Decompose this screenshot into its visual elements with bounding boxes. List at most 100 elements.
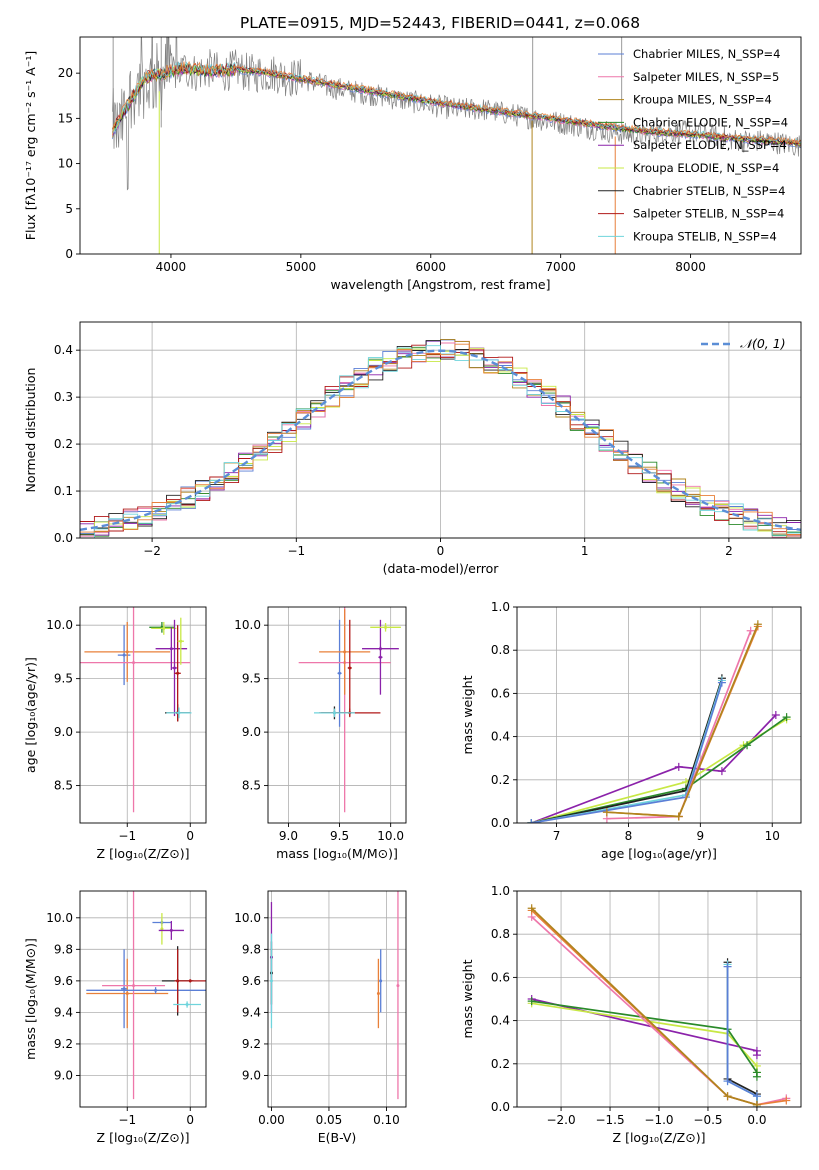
axes-age-vs-Z: −1 0 8.5 9.0 9.5 10.0 Z [log₁₀(Z/Z⊙)] age [log₁… xyxy=(23,606,207,861)
data-point xyxy=(332,711,336,715)
panel-residuals: −2 −1 0 1 2 0.0 0.1 0.2 0.3 0.4 (data-model)/error… xyxy=(23,321,802,576)
mass-weight-series-1 xyxy=(531,1002,758,1073)
y-tick-label: 0.2 xyxy=(491,773,510,787)
y-tick-label: 0.1 xyxy=(54,484,73,498)
data-point xyxy=(169,928,173,932)
y-tick-label: 9.8 xyxy=(242,942,261,956)
panel-mass-vs-Z: −1 0 9.0 9.2 9.4 9.6 9.8 10.0 Z [log₁₀(Z/Z⊙)] mas… xyxy=(23,890,207,1145)
x-tick-label: −0.5 xyxy=(693,1113,722,1127)
y-tick-label: 1.0 xyxy=(491,884,510,898)
x-tick-label: 9.0 xyxy=(279,829,298,843)
y-axis-label: age [log₁₀(age/yr)] xyxy=(23,657,38,773)
x-tick-label: 9.5 xyxy=(330,829,349,843)
x-axis-label: age [log₁₀(age/yr)] xyxy=(601,846,717,861)
y-tick-label: 20 xyxy=(58,66,73,80)
axes-massweight-vs-age: 7 8 9 10 0.0 0.2 0.4 0.6 0.8 1.0 age [log₁₀(age/yr… xyxy=(460,600,802,861)
data-point xyxy=(338,671,342,675)
y-tick-label: 10.0 xyxy=(234,618,261,632)
x-axis-label: mass [log₁₀(M/M⊙)] xyxy=(276,846,398,861)
y-tick-label: 15 xyxy=(58,111,73,125)
data-point xyxy=(176,671,180,675)
mass-weight-series-0 xyxy=(531,998,758,1056)
legend-entry: Kroupa ELODIE, N_SSP=4 xyxy=(633,161,779,175)
axes-frame xyxy=(79,606,207,824)
panel-mass-vs-ebv: 0.00 0.05 0.10 9.0 9.2 9.4 9.6 9.8 10.0 E(B-V) xyxy=(234,890,407,1145)
data-point xyxy=(173,666,176,670)
plot-area-mass-vs-ebv xyxy=(269,891,400,1100)
plus-marker xyxy=(782,713,791,722)
mass-weight-series-8 xyxy=(606,623,759,818)
y-tick-label: 9.0 xyxy=(242,1068,261,1082)
data-point xyxy=(348,666,352,670)
data-point xyxy=(132,984,136,988)
plot-area-age-vs-Z xyxy=(80,607,192,813)
y-tick-label: 9.0 xyxy=(54,725,73,739)
legend-entry: Chabrier ELODIE, N_SSP=4 xyxy=(633,115,788,129)
plot-area-spectrum xyxy=(112,37,801,254)
y-tick-label: 9.5 xyxy=(242,672,261,686)
grid-massweight-vs-age xyxy=(517,606,801,824)
y-tick-label: 0.2 xyxy=(54,437,73,451)
legend-entry: Salpeter STELIB, N_SSP=4 xyxy=(633,207,784,221)
y-tick-label: 8.5 xyxy=(242,779,261,793)
legend-entry: 𝒩(0, 1) xyxy=(740,336,786,351)
x-tick-label: 0 xyxy=(437,544,445,558)
x-tick-label: 8000 xyxy=(675,260,706,274)
legend-entry: Salpeter MILES, N_SSP=5 xyxy=(633,70,779,84)
x-tick-label: 7000 xyxy=(545,260,576,274)
grid-massweight-vs-Z xyxy=(517,890,801,1108)
x-tick-label: 10 xyxy=(765,829,780,843)
y-tick-label: 0.8 xyxy=(491,927,510,941)
data-point xyxy=(379,979,383,983)
y-tick-label: 0.2 xyxy=(491,1057,510,1071)
x-axis-label: Z [log₁₀(Z/Z⊙)] xyxy=(613,1130,706,1145)
plus-marker xyxy=(752,1072,761,1081)
y-tick-label: 0.8 xyxy=(491,643,510,657)
axes-frame xyxy=(267,890,407,1108)
data-point xyxy=(154,988,158,992)
plus-marker xyxy=(753,620,762,629)
axes-frame xyxy=(79,890,207,1108)
x-axis-label: wavelength [Angstrom, rest frame] xyxy=(330,277,550,292)
x-tick-label: 4000 xyxy=(156,260,187,274)
y-tick-label: 10.0 xyxy=(234,911,261,925)
grid-mass-vs-Z xyxy=(80,891,206,1107)
data-point xyxy=(162,626,166,630)
plus-marker xyxy=(717,678,726,687)
plus-marker xyxy=(723,962,732,971)
panel-spectrum: 4000 5000 6000 7000 8000 0 5 10 15 20 wavelength [… xyxy=(23,36,802,292)
data-point xyxy=(160,927,164,931)
y-tick-label: 0 xyxy=(65,247,73,261)
x-axis-label: Z [log₁₀(Z/Z⊙)] xyxy=(97,846,190,861)
y-tick-label: 5 xyxy=(65,202,73,216)
data-point xyxy=(169,647,173,651)
data-point xyxy=(177,711,181,715)
x-tick-label: 0.05 xyxy=(316,1113,343,1127)
legend-entry: Chabrier MILES, N_SSP=4 xyxy=(633,47,780,61)
plus-marker xyxy=(743,741,752,750)
y-axis-label: mass weight xyxy=(460,959,475,1038)
plus-marker xyxy=(771,711,780,719)
plus-marker xyxy=(674,762,683,771)
y-tick-label: 9.8 xyxy=(54,942,73,956)
y-tick-label: 0.4 xyxy=(491,730,510,744)
gaussian-curve xyxy=(80,349,801,531)
x-tick-label: −1 xyxy=(118,1113,136,1127)
x-tick-label: −1.0 xyxy=(644,1113,673,1127)
axes-massweight-vs-Z: −2.0 −1.5 −1.0 −0.5 0.0 0.0 0.2 0.4 0.6 0.8 1.0 Z [… xyxy=(460,884,802,1145)
panel-massweight-vs-age: 7 8 9 10 0.0 0.2 0.4 0.6 0.8 1.0 age [log₁₀(age/yr… xyxy=(460,600,802,861)
y-axis-label: Flux [fλ10⁻¹⁷ erg cm⁻² s⁻¹ A⁻¹] xyxy=(23,51,38,240)
x-tick-label: 0 xyxy=(186,1113,194,1127)
legend-entry: Chabrier STELIB, N_SSP=4 xyxy=(633,184,785,198)
y-tick-label: 0.3 xyxy=(54,390,73,404)
y-tick-label: 0.4 xyxy=(491,1014,510,1028)
data-point xyxy=(378,655,382,659)
plus-marker xyxy=(717,767,726,776)
plus-marker xyxy=(746,626,755,635)
y-tick-label: 0.0 xyxy=(491,1100,510,1114)
y-tick-label: 9.6 xyxy=(54,974,73,988)
x-tick-label: 6000 xyxy=(415,260,446,274)
x-tick-label: −1 xyxy=(287,544,305,558)
plot-area-massweight-vs-Z xyxy=(527,904,791,1107)
